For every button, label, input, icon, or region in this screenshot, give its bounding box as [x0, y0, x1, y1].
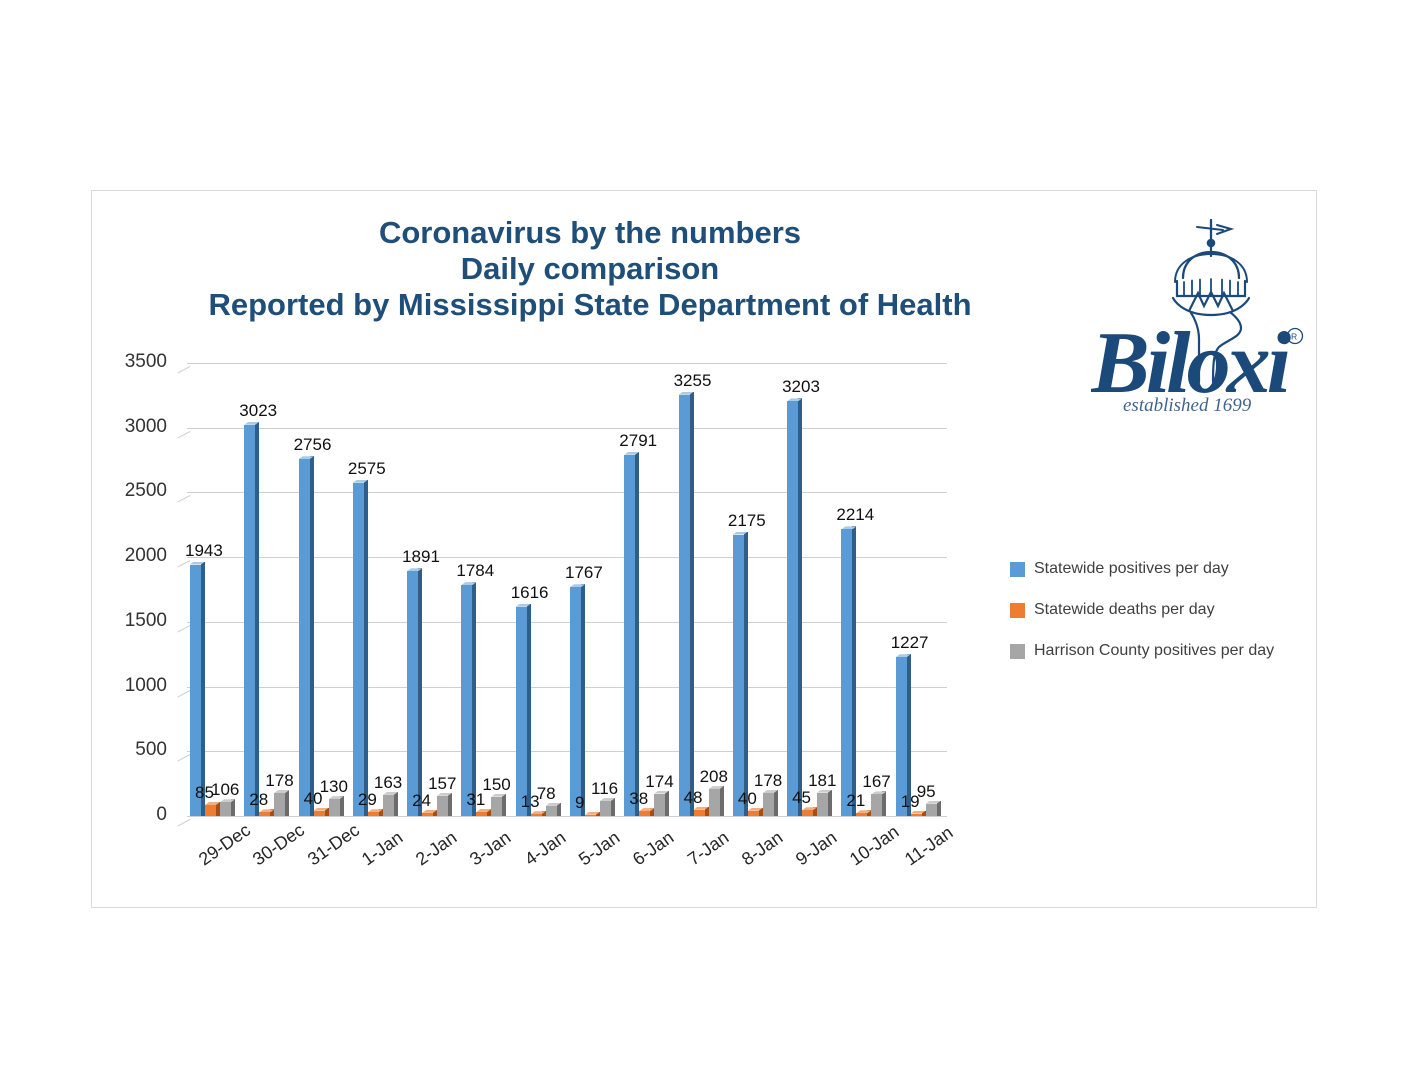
svg-text:R: R — [1291, 331, 1297, 341]
svg-text:established 1699: established 1699 — [1123, 395, 1252, 414]
